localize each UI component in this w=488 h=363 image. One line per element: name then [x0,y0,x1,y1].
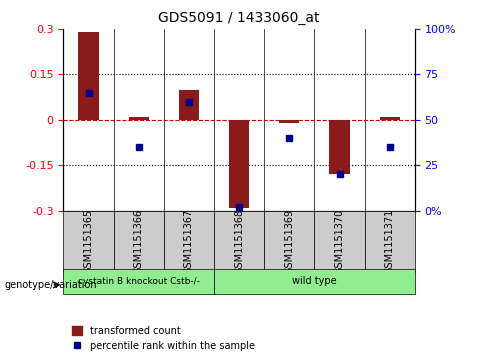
FancyBboxPatch shape [214,269,415,294]
Text: GSM1151369: GSM1151369 [285,209,294,274]
Text: GSM1151367: GSM1151367 [184,209,194,274]
FancyBboxPatch shape [63,269,214,294]
Bar [329,120,349,174]
Text: GSM1151368: GSM1151368 [234,209,244,274]
Title: GDS5091 / 1433060_at: GDS5091 / 1433060_at [159,11,320,25]
FancyBboxPatch shape [365,211,415,272]
Text: genotype/variation: genotype/variation [5,280,98,290]
Bar [129,117,149,120]
Bar [179,90,199,120]
Text: GSM1151371: GSM1151371 [385,209,395,274]
Text: cystatin B knockout Cstb-/-: cystatin B knockout Cstb-/- [78,277,200,286]
FancyBboxPatch shape [214,211,264,272]
Legend: transformed count, percentile rank within the sample: transformed count, percentile rank withi… [68,322,259,355]
FancyBboxPatch shape [164,211,214,272]
FancyBboxPatch shape [114,211,164,272]
FancyBboxPatch shape [264,211,314,272]
Bar [79,32,99,120]
Text: GSM1151365: GSM1151365 [83,209,94,274]
Text: GSM1151370: GSM1151370 [334,209,345,274]
Bar [380,117,400,120]
Text: GSM1151366: GSM1151366 [134,209,144,274]
Bar [279,120,299,123]
FancyBboxPatch shape [314,211,365,272]
Text: wild type: wild type [292,276,337,286]
Bar [229,120,249,208]
FancyBboxPatch shape [63,211,114,272]
